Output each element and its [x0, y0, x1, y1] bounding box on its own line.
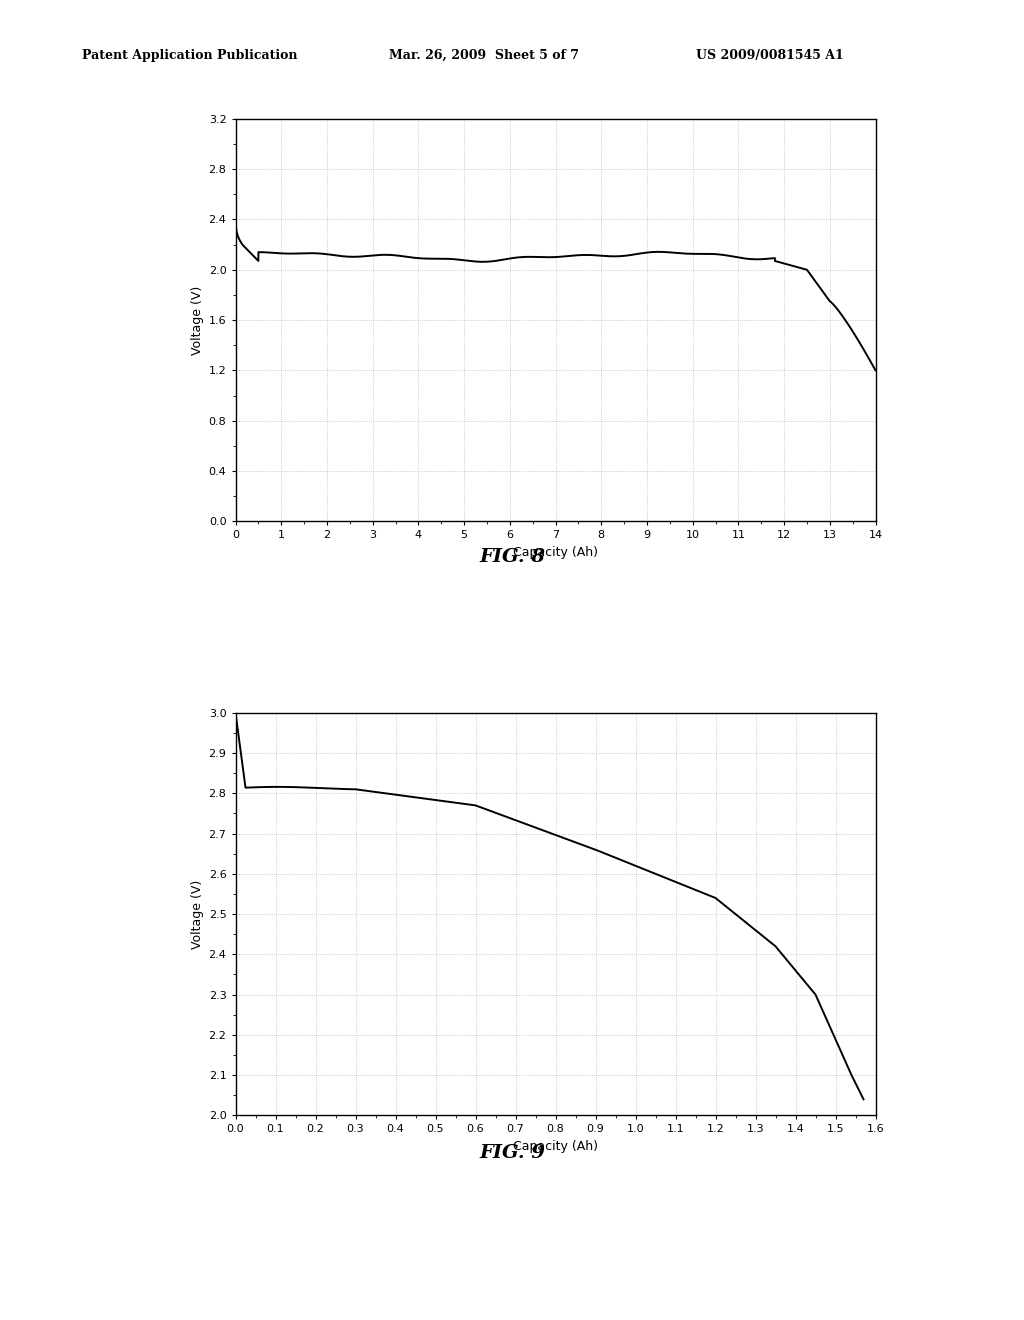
Text: Patent Application Publication: Patent Application Publication — [82, 49, 297, 62]
Text: FIG. 9: FIG. 9 — [479, 1143, 545, 1162]
Text: US 2009/0081545 A1: US 2009/0081545 A1 — [696, 49, 844, 62]
Text: FIG. 8: FIG. 8 — [479, 548, 545, 566]
X-axis label: Capacity (Ah): Capacity (Ah) — [513, 546, 598, 558]
Y-axis label: Voltage (V): Voltage (V) — [191, 879, 205, 949]
Y-axis label: Voltage (V): Voltage (V) — [191, 285, 205, 355]
X-axis label: Capacity (Ah): Capacity (Ah) — [513, 1140, 598, 1152]
Text: Mar. 26, 2009  Sheet 5 of 7: Mar. 26, 2009 Sheet 5 of 7 — [389, 49, 580, 62]
